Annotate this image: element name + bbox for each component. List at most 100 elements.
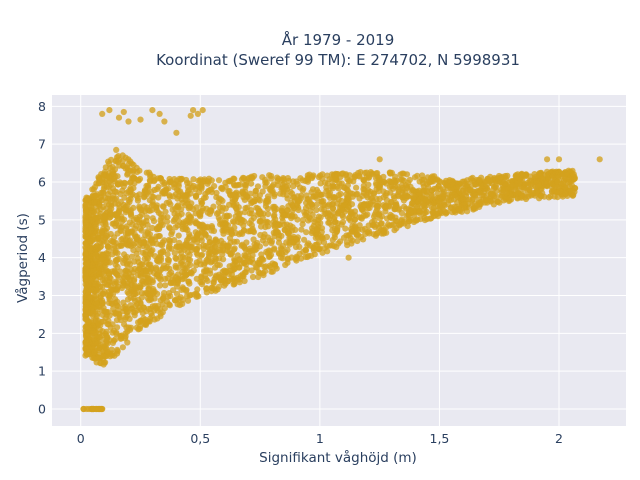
data-point (137, 116, 144, 123)
data-point (250, 259, 257, 266)
data-point (475, 196, 482, 203)
data-point (284, 259, 291, 266)
data-point (112, 158, 119, 165)
data-point (278, 249, 285, 256)
data-point (207, 249, 214, 256)
data-point (141, 188, 148, 195)
y-axis-ticks: 0 1 2 3 4 5 6 7 8 (38, 99, 46, 417)
data-point (197, 278, 204, 286)
data-point (224, 242, 231, 249)
data-point (309, 228, 316, 235)
x-tick-label: 2 (555, 431, 563, 446)
data-point (313, 186, 320, 193)
data-point (184, 297, 192, 304)
data-point (166, 301, 173, 308)
data-point (200, 242, 207, 249)
data-point (239, 188, 246, 195)
data-point (383, 180, 390, 187)
x-axis-ticks: 0 0,5 1 1,5 2 (77, 431, 563, 446)
data-point (555, 156, 563, 163)
data-point (100, 290, 107, 297)
data-point (352, 172, 359, 179)
data-point (239, 271, 246, 278)
data-point (123, 253, 130, 261)
data-point (213, 210, 221, 217)
data-point (345, 215, 352, 222)
data-point (374, 229, 381, 236)
data-point (304, 242, 311, 249)
data-point (267, 251, 275, 259)
data-point (113, 271, 120, 278)
data-point (106, 259, 114, 266)
data-point (308, 189, 315, 196)
x-tick-label: 1 (316, 431, 324, 446)
data-point (99, 283, 106, 290)
data-point (240, 175, 248, 182)
data-point (214, 286, 221, 293)
data-point (117, 190, 124, 198)
data-point (91, 349, 98, 356)
data-point (96, 268, 103, 275)
data-point (112, 257, 119, 264)
data-point (82, 250, 89, 257)
data-point (162, 208, 169, 215)
data-point (423, 187, 430, 194)
data-point (89, 327, 96, 334)
data-point (127, 294, 134, 301)
data-point (480, 182, 487, 189)
data-point (330, 215, 338, 222)
data-point (125, 118, 132, 125)
data-point (229, 218, 237, 225)
data-point (150, 201, 157, 208)
data-point (102, 194, 109, 201)
data-point (410, 218, 418, 226)
data-point (319, 175, 326, 182)
data-point (100, 215, 108, 222)
data-point (341, 208, 348, 215)
data-point (217, 273, 224, 280)
data-point (222, 276, 229, 284)
data-point (82, 304, 90, 311)
data-point (135, 296, 142, 303)
data-point (102, 308, 109, 315)
data-point (403, 205, 410, 212)
data-point (157, 175, 164, 182)
data-point (366, 205, 373, 212)
data-point (419, 180, 427, 187)
data-point (549, 172, 557, 179)
data-point (529, 189, 536, 196)
data-point (87, 245, 94, 252)
data-point (122, 165, 129, 172)
y-tick-label: 1 (38, 364, 46, 379)
data-point (503, 190, 510, 197)
data-point (223, 268, 230, 275)
data-point (233, 182, 240, 189)
data-point (231, 280, 238, 287)
data-point (345, 204, 352, 211)
data-point (169, 228, 176, 235)
data-point (166, 236, 173, 243)
data-point (98, 251, 105, 258)
data-point (265, 219, 272, 226)
data-point (410, 187, 417, 194)
data-point (178, 210, 185, 218)
data-point (120, 299, 127, 306)
data-point (199, 107, 206, 114)
data-point (331, 176, 338, 183)
data-point (137, 317, 144, 325)
data-point (508, 196, 515, 203)
data-point (314, 226, 321, 233)
data-point (144, 228, 151, 235)
data-point (156, 282, 164, 289)
data-point (191, 291, 198, 298)
data-point (157, 276, 164, 283)
data-point (119, 344, 126, 351)
data-point (371, 190, 378, 197)
data-point (420, 201, 427, 209)
data-point (260, 210, 267, 217)
data-point (514, 180, 521, 187)
data-point (344, 242, 351, 249)
data-point (97, 360, 104, 367)
data-point (201, 272, 209, 279)
data-point (239, 260, 246, 267)
